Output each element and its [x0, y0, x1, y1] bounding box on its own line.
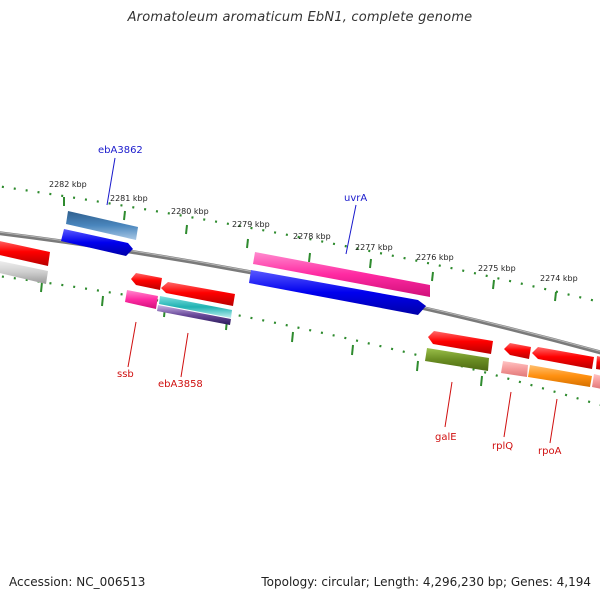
tick-label: 2277 kbp [355, 243, 393, 252]
gene-forward-blue-long[interactable] [249, 270, 426, 315]
gene-label-ebA3862[interactable]: ebA3862 [98, 145, 143, 156]
ebA3858-leader [180, 332, 189, 378]
tick-label: 2280 kbp [171, 207, 209, 216]
gene-ebA3862-feature[interactable] [66, 211, 138, 240]
tick-label: 2279 kbp [232, 220, 270, 229]
gene-label-uvrA[interactable]: uvrA [344, 193, 367, 204]
gene-forward-blue[interactable] [61, 229, 133, 256]
ssb-leader [127, 321, 137, 368]
gene-left-grey[interactable] [0, 260, 48, 284]
tick-label: 2276 kbp [416, 253, 454, 262]
gene-label-rplQ[interactable]: rplQ [492, 441, 513, 452]
tick-label: 2282 kbp [49, 180, 87, 189]
gene-right-edge-salmon[interactable] [592, 374, 600, 389]
tick-label: 2274 kbp [540, 274, 578, 283]
uvrA-leader [345, 204, 357, 255]
genome-backbone [0, 231, 600, 355]
inner-tick-ring [0, 275, 600, 407]
rplQ-leader [503, 391, 512, 438]
gene-label-ebA3858[interactable]: ebA3858 [158, 379, 203, 390]
gene-label-galE[interactable]: galE [435, 432, 457, 443]
gene-ebA3858-cyan[interactable] [159, 296, 232, 318]
gene-ssb-feature[interactable] [125, 290, 158, 309]
gene-galE-feature[interactable] [425, 348, 489, 371]
genome-summary-text: Topology: circular; Length: 4,296,230 bp… [261, 575, 591, 589]
gene-rpoA-feature[interactable] [528, 365, 592, 387]
gene-ssb-arrow[interactable] [131, 273, 162, 290]
gene-rplQ-feature[interactable] [501, 361, 528, 377]
gene-label-ssb[interactable]: ssb [117, 369, 134, 380]
gene-rplQ-arrow[interactable] [504, 343, 531, 359]
gene-reverse-red-right[interactable] [532, 347, 594, 369]
rpoA-leader [549, 398, 558, 444]
gene-ebA3858-purple[interactable] [157, 305, 231, 325]
accession-text: Accession: NC_006513 [9, 575, 146, 589]
tick-label: 2275 kbp [478, 264, 516, 273]
gene-reverse-red[interactable] [161, 282, 235, 306]
gene-uvrA-feature[interactable] [253, 252, 430, 297]
tick-label: 2281 kbp [110, 194, 148, 203]
tick-label: 2278 kbp [293, 232, 331, 241]
gene-right-edge-red[interactable] [596, 356, 600, 370]
gene-galE-arrow[interactable] [428, 331, 493, 354]
gene-label-rpoA[interactable]: rpoA [538, 446, 562, 457]
ebA3862-leader [106, 157, 116, 206]
map-title: Aromatoleum aromaticum EbN1, complete ge… [127, 10, 473, 25]
gene-left-red[interactable] [0, 240, 50, 266]
galE-leader [444, 381, 453, 428]
